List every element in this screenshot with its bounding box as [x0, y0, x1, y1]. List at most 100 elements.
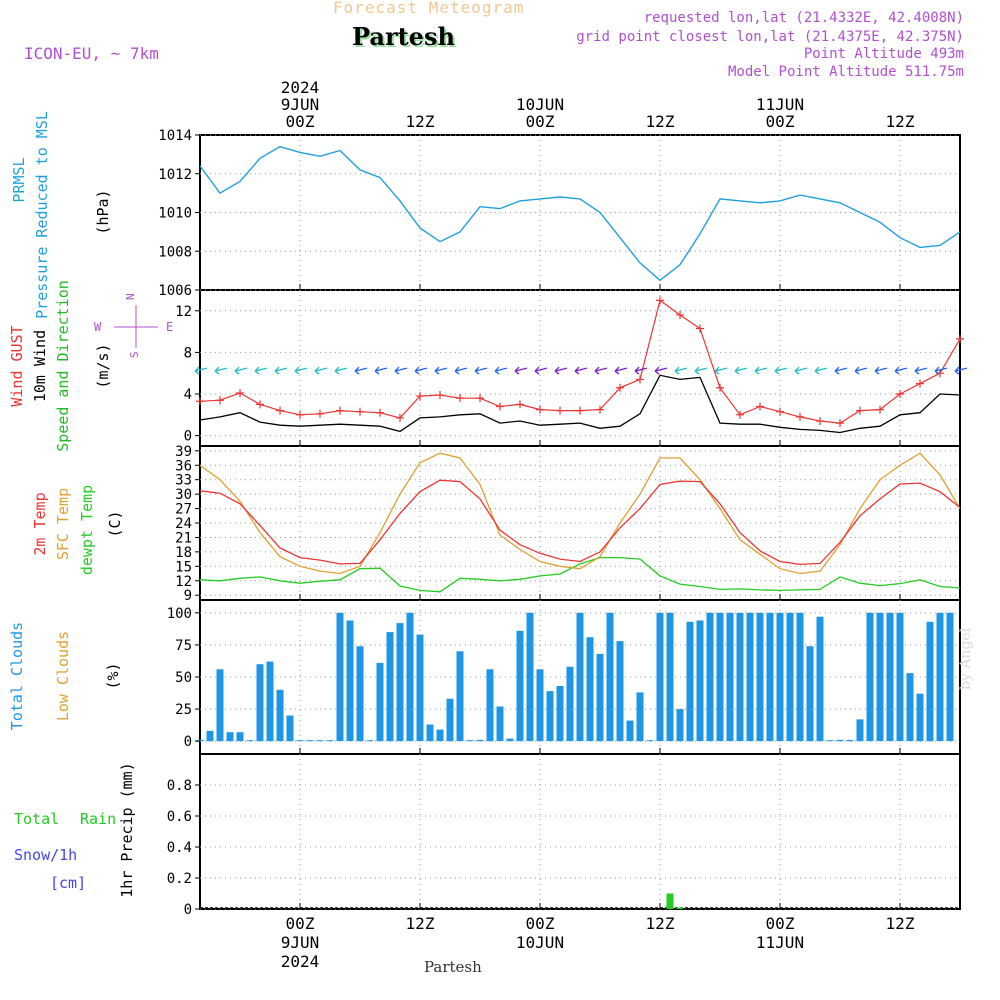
cloud-bar — [256, 664, 264, 742]
label-total: Total — [14, 810, 59, 828]
cloud-bar — [346, 620, 354, 742]
cloud-bar — [216, 669, 224, 742]
y-tick-label-pressure: 1012 — [158, 167, 192, 183]
wind-direction-arrow — [394, 366, 408, 375]
gust-marker — [776, 407, 784, 416]
y-tick-label-pressure: 1008 — [158, 244, 192, 260]
y-tick-label-clouds: 50 — [175, 670, 192, 686]
wind-direction-arrow — [554, 366, 568, 375]
series-10m-wind — [199, 374, 961, 434]
footer-station: Partesh — [424, 958, 482, 976]
y-tick-label-temp: 18 — [175, 545, 192, 561]
rain-bar — [666, 893, 674, 909]
cloud-bar — [546, 691, 554, 742]
product-title: Forecast Meteogram — [333, 0, 525, 17]
cloud-bar — [666, 612, 674, 742]
x-tick-label-top: 12Z — [886, 112, 915, 131]
wind-direction-arrow — [414, 366, 428, 375]
cloud-bar — [606, 612, 614, 742]
gust-marker — [716, 383, 724, 392]
y-tick-label-clouds: 0 — [184, 734, 192, 750]
gust-marker — [476, 394, 484, 403]
wind-direction-arrow — [834, 366, 848, 375]
y-tick-label-precip: 0.2 — [167, 871, 192, 887]
label-low-clouds: Low Clouds — [54, 631, 72, 721]
cloud-bar — [586, 637, 594, 742]
x-tick-label-bottom: 11JUN — [756, 933, 804, 952]
label-2m-temp: 2m Temp — [31, 492, 49, 555]
wind-direction-arrow — [334, 366, 348, 375]
cloud-bar — [336, 612, 344, 742]
gust-marker — [356, 407, 364, 416]
y-tick-label-wind: 4 — [184, 387, 192, 403]
x-tick-label-top: 00Z — [526, 112, 555, 131]
axis-labels: 1006100810101012101404812912151821242730… — [8, 78, 915, 971]
y-tick-label-temp: 33 — [175, 473, 192, 489]
gust-marker — [816, 417, 824, 426]
x-tick-label-top: 00Z — [286, 112, 315, 131]
gust-marker — [656, 296, 664, 305]
gust-marker — [796, 412, 804, 421]
wind-direction-arrow — [794, 366, 808, 375]
wind-direction-arrow — [774, 366, 788, 375]
gust-marker — [416, 392, 424, 401]
gust-marker — [916, 379, 924, 388]
cloud-bar — [326, 740, 334, 742]
cloud-bar — [596, 653, 604, 742]
cloud-bar — [316, 740, 324, 742]
wind-direction-arrow — [574, 366, 588, 375]
wind-direction-arrow — [914, 366, 928, 375]
gust-marker — [216, 396, 224, 405]
wind-direction-arrow — [954, 366, 968, 375]
cloud-bar — [396, 623, 404, 742]
cloud-bar — [196, 739, 204, 742]
wind-direction-arrow — [734, 366, 748, 375]
wind-direction-arrow — [694, 366, 708, 375]
cloud-bar — [206, 730, 214, 742]
cloud-bar — [466, 740, 474, 742]
cloud-bar — [556, 686, 564, 742]
y-tick-label-pressure: 1014 — [158, 128, 192, 144]
label-total-clouds: Total Clouds — [8, 622, 26, 730]
cloud-bar — [846, 739, 854, 742]
series-wind-gust — [199, 299, 961, 424]
y-tick-label-pressure: 1010 — [158, 206, 192, 222]
rain-bar — [676, 907, 684, 909]
gust-marker — [756, 402, 764, 411]
gust-marker — [436, 391, 444, 400]
series-sfc-temp — [199, 452, 961, 575]
cloud-bar — [616, 641, 624, 742]
cloud-bar — [876, 612, 884, 742]
station-title: Partesh — [352, 22, 455, 51]
x-tick-label-bottom: 12Z — [406, 914, 435, 933]
label-speed-direction: Speed and Direction — [54, 280, 72, 452]
wind-direction-arrow — [714, 366, 728, 375]
x-tick-label-top: 00Z — [766, 112, 795, 131]
cloud-bar — [836, 739, 844, 742]
cloud-bar — [516, 630, 524, 742]
cloud-bar — [866, 612, 874, 742]
label-pressure-unit: (hPa) — [94, 189, 112, 234]
requested-coords: requested lon,lat (21.4332E, 42.4008N) — [643, 10, 964, 26]
cloud-bar — [526, 612, 534, 742]
y-tick-label-precip: 0.4 — [167, 840, 192, 856]
gust-marker — [896, 390, 904, 398]
y-tick-label-precip: 0.6 — [167, 809, 192, 825]
wind-direction-arrow — [514, 366, 528, 375]
cloud-bar — [656, 612, 664, 742]
grid-coords: grid point closest lon,lat (21.4375E, 42… — [576, 29, 964, 45]
point-altitude: Point Altitude 493m — [803, 46, 964, 62]
wind-direction-arrow — [854, 366, 868, 375]
gust-marker — [296, 410, 304, 419]
gust-marker — [336, 406, 344, 415]
x-tick-label-bottom: 00Z — [286, 914, 315, 933]
gust-marker — [516, 400, 524, 409]
cloud-bar — [896, 612, 904, 742]
cloud-bar — [456, 651, 464, 742]
cloud-bar — [286, 715, 294, 742]
gust-marker — [556, 406, 564, 415]
cloud-bar — [496, 706, 504, 742]
cloud-bar — [416, 634, 424, 742]
cloud-bar — [696, 620, 704, 742]
